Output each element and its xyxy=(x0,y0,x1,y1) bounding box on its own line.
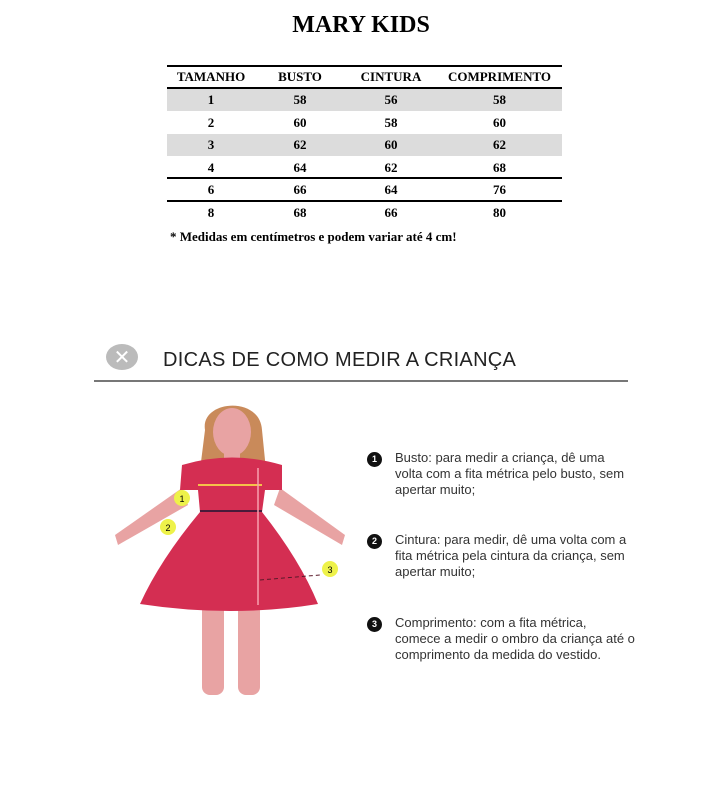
header-cell: BUSTO xyxy=(278,69,322,84)
brand-title: MARY KIDS xyxy=(292,12,430,38)
table-cell: 64 xyxy=(293,159,307,175)
table-cell: 60 xyxy=(384,137,398,152)
header-cell: COMPRIMENTO xyxy=(447,69,552,84)
table-header-row: TAMANHO BUSTO CINTURA COMPRIMENTO xyxy=(167,66,562,88)
tip-bust: Busto: para medir a criança, dê uma volt… xyxy=(395,450,625,497)
table-cell: 4 xyxy=(207,159,215,175)
table-cell: 68 xyxy=(293,204,307,220)
left-arm xyxy=(115,488,188,545)
table-row: 6 66 64 76 xyxy=(167,179,562,201)
tip-2-number-icon: 2 xyxy=(367,534,382,549)
table-rule xyxy=(167,87,562,89)
table-row: 8 68 66 80 xyxy=(167,202,562,224)
table-cell: 80 xyxy=(493,204,506,220)
markers: 1 2 3 xyxy=(160,490,338,577)
dress xyxy=(140,457,318,611)
header-cell: CINTURA xyxy=(360,69,422,84)
child-figure xyxy=(115,405,345,695)
marker-3-label: 3 xyxy=(327,565,332,575)
tip-1-number-icon: 1 xyxy=(367,452,382,467)
tip-waist: Cintura: para medir, dê uma volta com a … xyxy=(395,532,627,579)
hem-line xyxy=(259,574,321,581)
table-row: 1 58 56 58 xyxy=(167,89,562,111)
marker-1 xyxy=(174,490,190,506)
guide-heading: DICAS DE COMO MEDIR A CRIANÇA xyxy=(163,349,517,371)
marker-1-label: 1 xyxy=(179,494,184,504)
table-cell: 68 xyxy=(493,159,506,175)
table-cell: 3 xyxy=(207,137,215,152)
table-rule xyxy=(167,177,562,179)
table-cell: 62 xyxy=(493,137,506,152)
table-row: 3 62 60 62 xyxy=(167,134,562,156)
header-cell: TAMANHO xyxy=(176,69,246,84)
table-cell: 62 xyxy=(293,137,307,152)
table-cell: 62 xyxy=(384,159,398,175)
table-cell: 58 xyxy=(293,92,307,107)
x-circle-icon: ✕ xyxy=(106,344,138,370)
table-cell: 58 xyxy=(384,114,398,130)
table-rule xyxy=(167,200,562,202)
table-cell: 66 xyxy=(293,182,307,197)
measurement-note: * Medidas em centímetros e podem variar … xyxy=(170,229,457,244)
table-row: 4 64 62 68 xyxy=(167,157,562,179)
table-cell: 60 xyxy=(293,114,307,130)
table-row: 2 60 58 60 xyxy=(167,112,562,134)
marker-3 xyxy=(322,561,338,577)
table-cell: 8 xyxy=(207,204,215,220)
right-leg xyxy=(238,600,260,695)
table-rule xyxy=(167,65,562,67)
table-cell: 66 xyxy=(384,204,398,220)
table-cell: 1 xyxy=(207,92,215,107)
table-cell: 6 xyxy=(207,182,215,197)
table-cell: 56 xyxy=(384,92,398,107)
table-cell: 76 xyxy=(493,182,506,197)
table-cell: 58 xyxy=(493,92,506,107)
table-cell: 60 xyxy=(493,114,506,130)
heading-divider xyxy=(94,380,628,382)
table-cell: 2 xyxy=(207,114,215,130)
marker-2 xyxy=(160,519,176,535)
left-leg xyxy=(202,600,224,695)
marker-2-label: 2 xyxy=(165,523,170,533)
tip-length: Comprimento: com a fita métrica, comece … xyxy=(395,615,635,662)
face xyxy=(213,408,251,456)
right-arm xyxy=(274,488,345,545)
table-cell: 64 xyxy=(384,182,398,197)
tip-3-number-icon: 3 xyxy=(367,617,382,632)
